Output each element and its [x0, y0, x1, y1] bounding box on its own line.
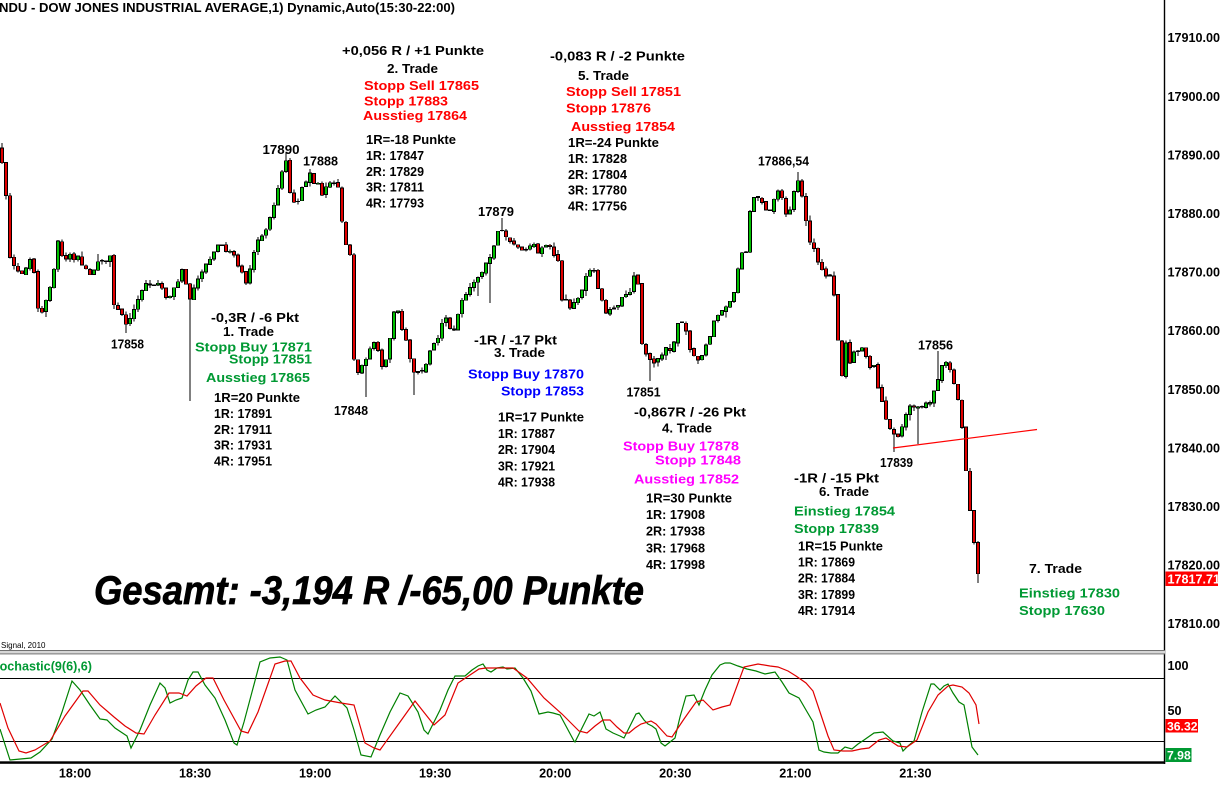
svg-text:1R: 17887: 1R: 17887 — [498, 426, 555, 441]
svg-text:18:00: 18:00 — [59, 767, 91, 781]
svg-text:1R=20 Punkte: 1R=20 Punkte — [214, 390, 300, 405]
svg-text:17880.00: 17880.00 — [1168, 207, 1221, 221]
svg-text:-0,3R / -6 Pkt: -0,3R / -6 Pkt — [211, 310, 300, 325]
svg-text:20:30: 20:30 — [659, 767, 691, 781]
svg-text:Ausstieg 17864: Ausstieg 17864 — [363, 108, 468, 123]
svg-text:Stopp 17839: Stopp 17839 — [794, 521, 879, 536]
svg-text:3R: 17899: 3R: 17899 — [798, 587, 855, 602]
svg-text:Einstieg 17854: Einstieg 17854 — [794, 504, 896, 519]
svg-text:1R: 17847: 1R: 17847 — [366, 148, 424, 163]
svg-text:1R: 17891: 1R: 17891 — [214, 406, 273, 421]
svg-text:17858: 17858 — [111, 337, 144, 352]
svg-text:1R: 17908: 1R: 17908 — [646, 507, 705, 522]
svg-text:1R: 17869: 1R: 17869 — [798, 555, 855, 570]
svg-text:5. Trade: 5. Trade — [578, 68, 629, 83]
svg-text:Gesamt: -3,194 R /-65,00 Punkt: Gesamt: -3,194 R /-65,00 Punkte — [94, 569, 644, 613]
svg-text:3R: 17811: 3R: 17811 — [366, 180, 425, 195]
svg-text:17910.00: 17910.00 — [1168, 31, 1221, 45]
svg-text:17890.00: 17890.00 — [1168, 148, 1221, 162]
svg-text:Ausstieg 17854: Ausstieg 17854 — [571, 119, 676, 134]
svg-text:1. Trade: 1. Trade — [223, 324, 274, 339]
svg-text:2. Trade: 2. Trade — [387, 61, 438, 76]
svg-text:17888: 17888 — [303, 154, 338, 169]
svg-text:1R=15 Punkte: 1R=15 Punkte — [798, 539, 883, 554]
svg-text:Stopp 17848: Stopp 17848 — [655, 453, 741, 468]
svg-text:17860.00: 17860.00 — [1168, 324, 1221, 338]
svg-text:Stopp Buy 17871: Stopp Buy 17871 — [195, 340, 313, 355]
svg-text:Einstieg 17830: Einstieg 17830 — [1019, 586, 1120, 601]
svg-text:Ausstieg 17852: Ausstieg 17852 — [634, 472, 739, 487]
svg-text:1R=17 Punkte: 1R=17 Punkte — [498, 410, 584, 425]
svg-text:17830.00: 17830.00 — [1168, 500, 1221, 514]
svg-text:Stopp Buy 17870: Stopp Buy 17870 — [468, 367, 584, 382]
svg-text:3R: 17968: 3R: 17968 — [646, 540, 705, 555]
svg-text:+0,056 R / +1 Punkte: +0,056 R / +1 Punkte — [342, 43, 484, 58]
svg-text:17886,54: 17886,54 — [758, 154, 810, 169]
svg-text:Stopp 17876: Stopp 17876 — [566, 101, 651, 116]
svg-text:7.98: 7.98 — [1167, 749, 1191, 763]
svg-text:-1R / -17 Pkt: -1R / -17 Pkt — [474, 333, 558, 348]
svg-text:4R: 17756: 4R: 17756 — [568, 199, 627, 214]
svg-text:17856: 17856 — [918, 338, 953, 353]
svg-text:18:30: 18:30 — [179, 767, 211, 781]
svg-text:17810.00: 17810.00 — [1168, 617, 1221, 631]
svg-text:17890: 17890 — [263, 142, 300, 157]
svg-text:3R: 17921: 3R: 17921 — [498, 458, 556, 473]
svg-text:2R: 17884: 2R: 17884 — [798, 571, 856, 586]
svg-text:NDU - DOW JONES INDUSTRIAL AVE: NDU - DOW JONES INDUSTRIAL AVERAGE,1) Dy… — [0, 0, 455, 15]
svg-text:17900.00: 17900.00 — [1168, 90, 1221, 104]
svg-text:7. Trade: 7. Trade — [1029, 561, 1082, 576]
svg-text:17817.71: 17817.71 — [1168, 573, 1221, 587]
svg-text:17839: 17839 — [880, 455, 913, 470]
svg-text:4R: 17951: 4R: 17951 — [214, 454, 273, 469]
svg-text:17848: 17848 — [334, 403, 368, 418]
svg-text:3. Trade: 3. Trade — [494, 345, 545, 360]
svg-text:Stopp Sell 17851: Stopp Sell 17851 — [566, 84, 682, 99]
svg-text:1R=-24 Punkte: 1R=-24 Punkte — [568, 135, 659, 150]
svg-text:19:00: 19:00 — [299, 767, 331, 781]
svg-text:2R: 17804: 2R: 17804 — [568, 167, 628, 182]
svg-text:17879: 17879 — [478, 204, 514, 219]
svg-text:2R: 17938: 2R: 17938 — [646, 524, 705, 539]
svg-text:17850.00: 17850.00 — [1168, 383, 1221, 397]
svg-text:20:00: 20:00 — [539, 767, 571, 781]
svg-text:3R: 17931: 3R: 17931 — [214, 438, 273, 453]
svg-text:Ausstieg 17865: Ausstieg 17865 — [206, 370, 311, 385]
svg-text:4R: 17938: 4R: 17938 — [498, 475, 555, 490]
svg-text:50: 50 — [1168, 704, 1182, 718]
svg-text:-0,083 R / -2 Punkte: -0,083 R / -2 Punkte — [550, 49, 685, 64]
svg-text:Stopp 17883: Stopp 17883 — [364, 94, 448, 109]
svg-text:-0,867R / -26 Pkt: -0,867R / -26 Pkt — [634, 405, 747, 420]
svg-text:Stopp Sell 17865: Stopp Sell 17865 — [364, 78, 480, 93]
svg-text:21:00: 21:00 — [779, 767, 811, 781]
svg-text:17870.00: 17870.00 — [1168, 266, 1221, 280]
svg-text:Stopp 17853: Stopp 17853 — [501, 384, 584, 399]
svg-text:17820.00: 17820.00 — [1168, 559, 1221, 573]
svg-text:17851: 17851 — [627, 385, 662, 400]
svg-text:6. Trade: 6. Trade — [819, 484, 869, 499]
svg-text:21:30: 21:30 — [899, 767, 931, 781]
svg-text:2R: 17911: 2R: 17911 — [214, 422, 273, 437]
svg-text:Stochastic(9(6),6): Stochastic(9(6),6) — [0, 660, 92, 674]
svg-text:19:30: 19:30 — [419, 767, 451, 781]
svg-text:1R=-18 Punkte: 1R=-18 Punkte — [366, 132, 456, 147]
svg-text:100: 100 — [1168, 659, 1189, 673]
svg-text:Stopp 17851: Stopp 17851 — [229, 352, 313, 367]
svg-text:Signal, 2010: Signal, 2010 — [1, 641, 46, 650]
svg-text:17840.00: 17840.00 — [1168, 441, 1221, 455]
svg-text:Stopp 17630: Stopp 17630 — [1019, 603, 1105, 618]
svg-text:-1R / -15 Pkt: -1R / -15 Pkt — [794, 471, 880, 486]
svg-text:36.32: 36.32 — [1167, 720, 1198, 734]
svg-text:4R: 17914: 4R: 17914 — [798, 603, 856, 618]
svg-text:2R: 17904: 2R: 17904 — [498, 442, 556, 457]
svg-text:Stopp Buy 17878: Stopp Buy 17878 — [623, 439, 739, 454]
svg-text:1R: 17828: 1R: 17828 — [568, 151, 627, 166]
svg-text:4R: 17998: 4R: 17998 — [646, 557, 705, 572]
svg-text:4. Trade: 4. Trade — [662, 421, 712, 436]
svg-text:2R: 17829: 2R: 17829 — [366, 164, 424, 179]
svg-text:1R=30 Punkte: 1R=30 Punkte — [646, 491, 732, 506]
svg-text:3R: 17780: 3R: 17780 — [568, 183, 627, 198]
svg-text:4R: 17793: 4R: 17793 — [366, 196, 424, 211]
